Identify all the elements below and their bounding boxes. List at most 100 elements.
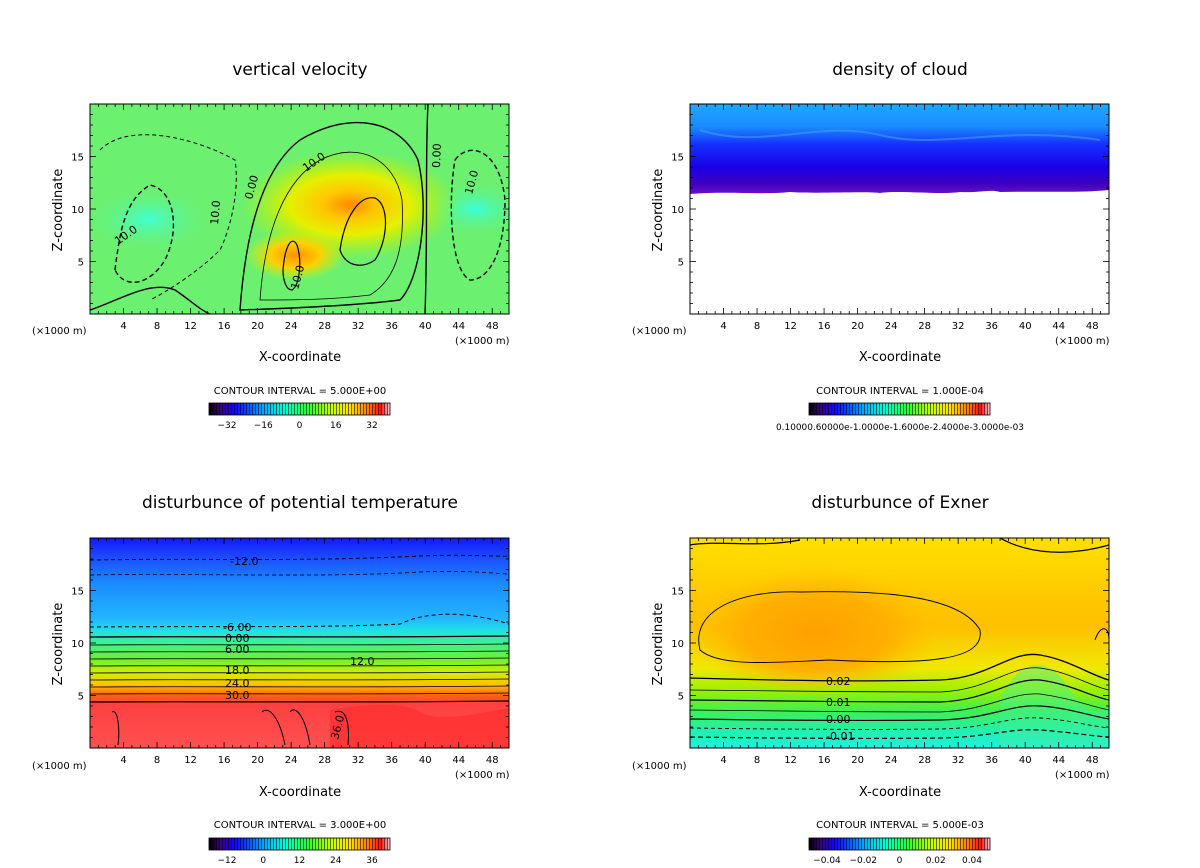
- colorbar: [808, 837, 991, 851]
- colorbar-ticks: −0.04 −0.02 0 0.02 0.04: [813, 856, 982, 866]
- colorbar-tick-label: 0: [897, 856, 903, 866]
- y-axis-label: Z-coordinate: [51, 169, 66, 252]
- x-unit-right: (×1000 m): [455, 770, 510, 781]
- y-tick-label: 5: [678, 692, 684, 703]
- x-tick-label: 48: [1086, 755, 1099, 766]
- x-tick-label: 16: [218, 321, 231, 332]
- contour-labels: 10.0 0.00 10.0 10.0 0.00 10.0 10.0: [112, 143, 481, 291]
- x-unit-left: (×1000 m): [32, 326, 87, 337]
- x-tick-label: 48: [1086, 321, 1099, 332]
- x-tick-label: 40: [1019, 755, 1032, 766]
- x-tick-label: 40: [1019, 321, 1032, 332]
- x-unit-right: (×1000 m): [455, 336, 510, 347]
- x-tick-label: 4: [120, 321, 126, 332]
- colorbar-tick-label: −12: [218, 856, 237, 866]
- x-tick-label: 16: [818, 755, 831, 766]
- x-unit-right: (×1000 m): [1055, 770, 1110, 781]
- contour-label: -0.01: [826, 730, 854, 743]
- contour-label: 0.00: [242, 174, 261, 201]
- x-tick-label: 32: [952, 755, 965, 766]
- y-tick-label: 5: [78, 258, 84, 269]
- colorbar: [808, 402, 991, 416]
- x-tick-label: 28: [918, 321, 931, 332]
- x-tick-label: 24: [285, 755, 298, 766]
- colorbar-tick-label: 32: [366, 421, 377, 431]
- panel-exner: disturbunce of Exner 0.02 0.01 0.00 -0.0…: [632, 493, 1110, 866]
- x-axis-label: X-coordinate: [259, 350, 341, 365]
- contour-labels: 0.02 0.01 0.00 -0.01: [826, 675, 854, 743]
- x-axis-label: X-coordinate: [259, 785, 341, 800]
- y-tick-label: 15: [71, 153, 84, 164]
- x-unit-left: (×1000 m): [632, 326, 687, 337]
- x-tick-label: 32: [352, 755, 365, 766]
- heatmap-field: [690, 104, 1109, 314]
- x-tick-label: 8: [754, 755, 760, 766]
- x-tick-label: 8: [154, 321, 160, 332]
- panel-vertical-velocity: vertical velocity 10.0 0.00 10.0 10.0 0.…: [32, 60, 510, 431]
- x-tick-label: 12: [184, 321, 197, 332]
- chart-title: density of cloud: [832, 60, 968, 80]
- contour-interval: CONTOUR INTERVAL = 1.000E-04: [816, 386, 984, 397]
- contour-label: 0.00: [826, 713, 851, 726]
- y-tick-label: 10: [71, 205, 84, 216]
- contour-label: 10.0: [208, 200, 223, 226]
- y-tick-label: 5: [678, 258, 684, 269]
- x-tick-label: 12: [784, 321, 797, 332]
- colorbar-tick-label: 36: [366, 856, 378, 866]
- contour-label: -12.0: [230, 555, 258, 568]
- colorbar: [208, 837, 391, 851]
- colorbar-tick-label: 0.02: [926, 856, 946, 866]
- y-axis-label: Z-coordinate: [51, 603, 66, 686]
- colorbar-tick-label: 16: [330, 421, 342, 431]
- colorbar-tick-label: −32: [218, 421, 237, 431]
- colorbar-tick-label: −16: [254, 421, 273, 431]
- colorbar: [208, 402, 391, 416]
- x-tick-label: 36: [385, 755, 398, 766]
- y-axis-label: Z-coordinate: [651, 169, 666, 252]
- contour-interval: CONTOUR INTERVAL = 3.000E+00: [214, 820, 386, 831]
- x-tick-label: 44: [1052, 755, 1065, 766]
- y-tick-label: 5: [78, 692, 84, 703]
- x-tick-label: 32: [952, 321, 965, 332]
- x-tick-label: 28: [318, 755, 331, 766]
- x-tick-label: 20: [851, 321, 864, 332]
- x-tick-label: 24: [885, 755, 898, 766]
- contour-label: 0.02: [826, 675, 851, 688]
- x-tick-label: 48: [486, 755, 499, 766]
- x-tick-label: 16: [218, 755, 231, 766]
- y-tick-label: 15: [671, 153, 684, 164]
- x-tick-label: 36: [985, 321, 998, 332]
- x-tick-label: 28: [318, 321, 331, 332]
- colorbar-tick-label: 0: [297, 421, 303, 431]
- contour-label: 10.0: [288, 264, 307, 291]
- x-tick-label: 40: [419, 755, 432, 766]
- contour-label: 24.0: [225, 677, 250, 690]
- contour-interval: CONTOUR INTERVAL = 5.000E-03: [816, 820, 984, 831]
- contour-labels: -12.0 -6.00 0.00 6.00 12.0 18.0 24.0 30.…: [223, 555, 375, 741]
- colorbar-tick-labels: 0.10000.60000e-1.0000e-1.6000e-2.4000e-3…: [776, 423, 1024, 433]
- contour-label: 18.0: [225, 664, 250, 677]
- y-tick-label: 10: [671, 205, 684, 216]
- x-tick-label: 36: [985, 755, 998, 766]
- x-tick-label: 4: [720, 321, 726, 332]
- contour-label: 36.0: [328, 714, 347, 741]
- contour-label: 30.0: [225, 689, 250, 702]
- colorbar-tick-label: 0: [260, 856, 266, 866]
- y-axis-label: Z-coordinate: [651, 603, 666, 686]
- panel-density-of-cloud: density of cloud 4 8 12 16 20 24 28 32 36 40 44 485…: [632, 60, 1110, 433]
- x-tick-label: 40: [419, 321, 432, 332]
- contour-interval: CONTOUR INTERVAL = 5.000E+00: [214, 386, 386, 397]
- contour-label: -6.00: [223, 621, 251, 634]
- heatmap-field: [90, 104, 509, 314]
- x-tick-label: 8: [154, 755, 160, 766]
- x-tick-label: 44: [1052, 321, 1065, 332]
- contour-label: 0.01: [826, 696, 851, 709]
- x-unit-left: (×1000 m): [632, 761, 687, 772]
- y-tick-label: 15: [671, 587, 684, 598]
- x-tick-label: 44: [452, 321, 465, 332]
- x-tick-label: 44: [452, 755, 465, 766]
